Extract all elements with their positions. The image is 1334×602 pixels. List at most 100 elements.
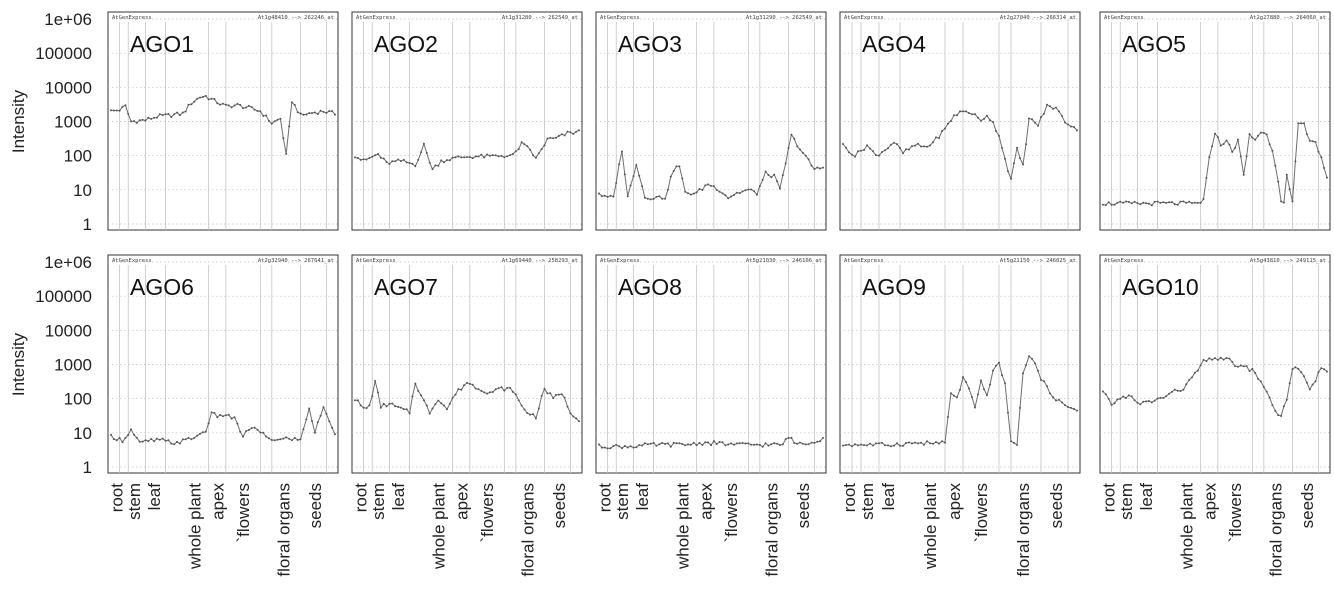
- data-point: [239, 430, 242, 433]
- data-point: [555, 394, 557, 396]
- data-point: [735, 191, 738, 194]
- panel-title: AGO6: [130, 274, 194, 300]
- data-point: [1219, 144, 1222, 147]
- data-point: [758, 443, 761, 446]
- data-point: [741, 190, 744, 193]
- data-point: [598, 192, 600, 195]
- data-point: [443, 161, 445, 164]
- data-point: [753, 190, 756, 193]
- data-point: [813, 441, 816, 444]
- data-point: [1031, 357, 1033, 360]
- panel-header-source: AtGenExpress: [600, 258, 640, 264]
- data-point: [701, 189, 704, 191]
- data-point: [807, 443, 810, 446]
- data-point: [860, 149, 862, 152]
- data-point: [368, 404, 371, 407]
- data-point: [1234, 365, 1237, 368]
- data-point: [747, 442, 750, 445]
- data-point: [325, 111, 328, 114]
- data-point: [681, 443, 684, 445]
- data-point: [483, 391, 486, 394]
- data-point: [600, 446, 603, 449]
- data-point: [397, 158, 400, 161]
- data-point: [1311, 383, 1314, 386]
- data-point: [354, 156, 356, 159]
- data-point: [947, 122, 949, 125]
- data-point: [1162, 396, 1165, 399]
- data-point: [1245, 155, 1248, 158]
- data-point: [989, 119, 991, 122]
- data-point: [1257, 134, 1260, 137]
- data-point: [692, 192, 695, 195]
- data-point: [618, 445, 621, 448]
- data-point: [1073, 408, 1075, 410]
- data-point: [503, 389, 506, 392]
- y-tick-label: 100000: [35, 287, 92, 306]
- data-point: [801, 442, 804, 445]
- data-point: [1156, 397, 1159, 400]
- data-point: [764, 442, 767, 445]
- data-point: [164, 439, 167, 442]
- data-point: [869, 442, 871, 445]
- data-point: [1305, 133, 1308, 136]
- data-point: [454, 393, 457, 396]
- data-point: [819, 167, 822, 170]
- data-point: [804, 154, 807, 157]
- data-point: [1133, 399, 1136, 402]
- data-point: [379, 406, 382, 409]
- data-point: [362, 158, 365, 161]
- data-point: [474, 155, 477, 158]
- data-point: [744, 442, 747, 445]
- data-point: [267, 119, 270, 122]
- plot-frame: [1099, 254, 1331, 474]
- data-point: [411, 395, 414, 398]
- data-point: [615, 443, 618, 446]
- data-point: [629, 445, 632, 448]
- data-point: [866, 144, 868, 147]
- data-point: [471, 383, 474, 386]
- x-tick-label: seeds: [550, 483, 569, 528]
- data-point: [382, 157, 385, 160]
- data-point: [842, 143, 844, 145]
- x-tick-label: leaf: [145, 483, 164, 511]
- data-point: [687, 443, 689, 446]
- data-point: [267, 437, 270, 440]
- data-point: [1254, 138, 1257, 141]
- data-point: [273, 120, 276, 123]
- data-point: [359, 404, 362, 407]
- data-point: [503, 156, 506, 159]
- data-point: [1147, 202, 1150, 205]
- data-point: [664, 197, 667, 200]
- data-point: [491, 154, 494, 157]
- data-point: [1228, 143, 1231, 146]
- data-point: [578, 420, 580, 423]
- x-tick-label: apex: [1200, 483, 1219, 520]
- data-point: [506, 155, 509, 158]
- data-point: [1317, 371, 1320, 374]
- data-point: [230, 417, 233, 420]
- data-point: [635, 446, 638, 449]
- x-tick-label: root: [352, 483, 371, 513]
- data-point: [540, 394, 543, 397]
- data-point: [302, 428, 305, 431]
- data-point: [253, 108, 256, 111]
- data-point: [1211, 145, 1214, 148]
- data-point: [684, 444, 687, 447]
- data-point: [440, 159, 443, 162]
- data-point: [147, 440, 150, 443]
- data-point: [405, 161, 408, 164]
- panel-ago5: AtGenExpress At2g27880 --> 264060_at AGO5: [1099, 11, 1331, 231]
- data-point: [1076, 409, 1078, 412]
- data-point: [1176, 389, 1179, 392]
- data-point: [463, 384, 466, 387]
- data-point: [1205, 177, 1208, 179]
- data-point: [431, 407, 434, 410]
- data-point: [511, 390, 514, 393]
- data-point: [908, 441, 910, 444]
- data-point: [374, 154, 377, 157]
- data-point: [135, 436, 138, 439]
- data-point: [1049, 392, 1051, 395]
- data-point: [1116, 398, 1119, 401]
- data-point: [721, 441, 724, 444]
- data-point: [299, 112, 302, 115]
